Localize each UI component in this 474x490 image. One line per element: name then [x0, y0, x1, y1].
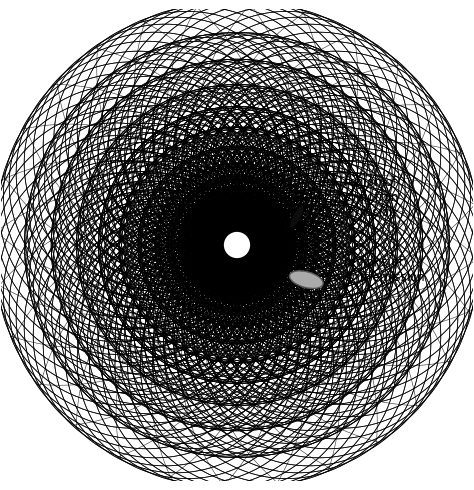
Text: region of
cyclotron
emission: region of cyclotron emission	[315, 176, 399, 219]
Text: regions of
drift emission: regions of drift emission	[326, 256, 425, 284]
Ellipse shape	[290, 205, 304, 229]
Circle shape	[223, 231, 251, 259]
Ellipse shape	[290, 271, 323, 289]
